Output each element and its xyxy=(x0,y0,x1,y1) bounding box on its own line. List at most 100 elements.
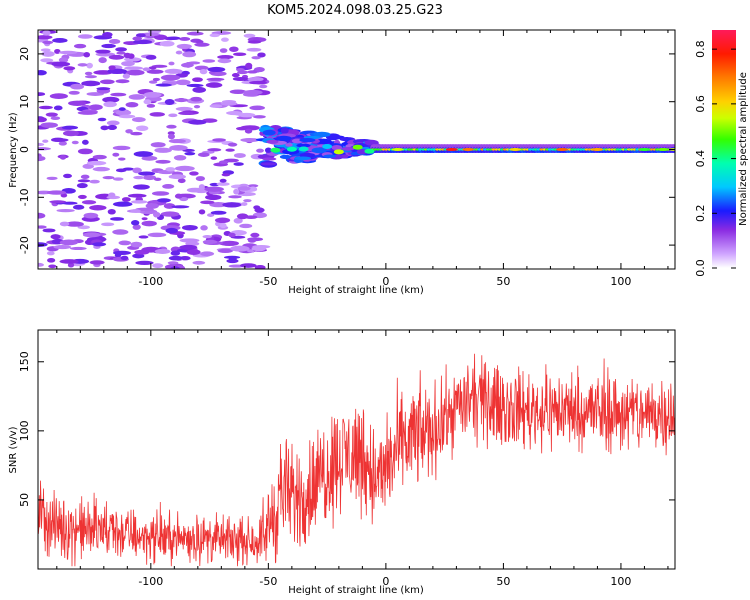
heatmap-blob xyxy=(165,167,176,172)
heatmap-blob xyxy=(174,193,183,199)
heatmap-blob xyxy=(164,68,183,74)
heatmap-blob xyxy=(252,115,266,119)
heatmap-blob xyxy=(202,239,218,245)
heatmap-blob xyxy=(128,94,145,100)
heatmap-blob xyxy=(210,156,218,160)
heatmap-blob xyxy=(141,155,158,161)
heatmap-blob xyxy=(68,90,80,95)
heatmap-blob xyxy=(152,211,161,218)
heatmap-blob xyxy=(207,213,215,217)
heatmap-blob xyxy=(72,204,85,210)
heatmap-blob xyxy=(217,55,234,60)
heatmap-blob xyxy=(249,80,267,85)
heatmap-blob xyxy=(146,69,164,74)
heatmap-blob xyxy=(221,173,231,177)
heatmap-blob xyxy=(509,148,522,151)
heatmap-blob xyxy=(150,142,166,148)
heatmap-blob xyxy=(91,242,107,247)
heatmap-blob xyxy=(133,175,145,180)
heatmap-blob xyxy=(296,143,311,148)
heatmap-blob xyxy=(50,116,61,121)
heatmap-blob xyxy=(99,79,115,85)
heatmap-blob xyxy=(38,212,46,219)
heatmap-blob xyxy=(232,76,249,81)
heatmap-blob xyxy=(77,148,93,155)
heatmap-blob xyxy=(148,66,157,70)
heatmap-blob xyxy=(168,255,184,261)
colorbar-tick-label: 0.4 xyxy=(694,150,707,168)
heatmap-blob xyxy=(445,148,458,151)
heatmap-blob xyxy=(67,262,75,268)
heatmap-blob xyxy=(82,232,101,238)
heatmap-blob xyxy=(167,261,179,265)
heatmap-blob xyxy=(214,217,231,224)
heatmap-blob xyxy=(217,58,232,64)
heatmap-blob xyxy=(202,59,216,63)
heatmap-blob xyxy=(247,70,258,74)
heatmap-blob xyxy=(199,251,215,257)
colorbar-label: Normalized spectral amplitude xyxy=(738,72,749,226)
heatmap-blob xyxy=(194,65,209,71)
heatmap-blob xyxy=(51,61,71,67)
spectrogram-x-tick-label: -50 xyxy=(259,275,277,288)
heatmap-blob xyxy=(185,241,200,246)
heatmap-blob xyxy=(40,58,54,63)
heatmap-blob xyxy=(173,155,187,161)
heatmap-blob xyxy=(186,83,204,88)
heatmap-blob xyxy=(118,107,126,111)
heatmap-blob xyxy=(130,209,141,213)
heatmap-blob xyxy=(52,37,68,43)
heatmap-blob xyxy=(89,260,105,265)
heatmap-blob xyxy=(556,148,569,151)
heatmap-blob xyxy=(38,105,53,110)
heatmap-blob xyxy=(81,139,89,145)
heatmap-blob xyxy=(101,222,115,227)
heatmap-blob xyxy=(333,149,344,155)
snr-y-tick-label: 50 xyxy=(18,493,31,507)
heatmap-blob xyxy=(108,54,125,60)
heatmap-blob xyxy=(152,77,160,82)
heatmap-blob xyxy=(53,105,63,111)
heatmap-blob xyxy=(80,174,90,180)
heatmap-blob xyxy=(209,33,220,38)
heatmap-blob xyxy=(110,92,127,97)
chart-title: KOM5.2024.098.03.25.G23 xyxy=(267,3,443,18)
heatmap-blob xyxy=(219,48,228,53)
heatmap-blob xyxy=(174,98,189,103)
heatmap-blob xyxy=(228,195,242,199)
heatmap-blob xyxy=(164,99,175,105)
heatmap-blob xyxy=(118,114,136,119)
heatmap-blob xyxy=(56,208,75,213)
heatmap-blob xyxy=(153,34,168,41)
spectrogram-x-axis-label: Height of straight line (km) xyxy=(288,285,424,296)
spectrogram-x-tick-label: 0 xyxy=(382,275,389,288)
heatmap-blob xyxy=(138,235,149,239)
snr-panel: -100 -50 0 50 100 50 100 150 Height of straight… xyxy=(8,329,676,596)
heatmap-blob xyxy=(61,125,79,130)
heatmap-marks xyxy=(38,30,675,269)
spectrogram-y-tick-label: -20 xyxy=(18,236,31,254)
heatmap-blob xyxy=(167,133,175,140)
heatmap-blob xyxy=(244,128,253,134)
heatmap-blob xyxy=(204,186,224,192)
heatmap-blob xyxy=(103,101,117,108)
heatmap-blob xyxy=(102,96,120,103)
heatmap-blob xyxy=(174,165,195,172)
heatmap-blob xyxy=(100,125,109,131)
heatmap-blob xyxy=(76,182,88,189)
heatmap-blob xyxy=(192,77,203,83)
snr-x-tick-label: 100 xyxy=(610,575,631,588)
heatmap-blob xyxy=(42,40,54,45)
heatmap-blob xyxy=(118,240,132,246)
heatmap-blob xyxy=(45,112,58,117)
heatmap-blob xyxy=(125,129,133,134)
heatmap-blob xyxy=(247,184,259,188)
heatmap-blob xyxy=(179,196,189,202)
heatmap-blob xyxy=(176,43,192,50)
colorbar-tick-label: 0.6 xyxy=(694,95,707,113)
heatmap-blob xyxy=(38,242,48,247)
heatmap-blob xyxy=(266,139,279,144)
heatmap-blob xyxy=(179,238,200,243)
heatmap-blob xyxy=(42,228,56,233)
heatmap-blob xyxy=(299,138,316,143)
